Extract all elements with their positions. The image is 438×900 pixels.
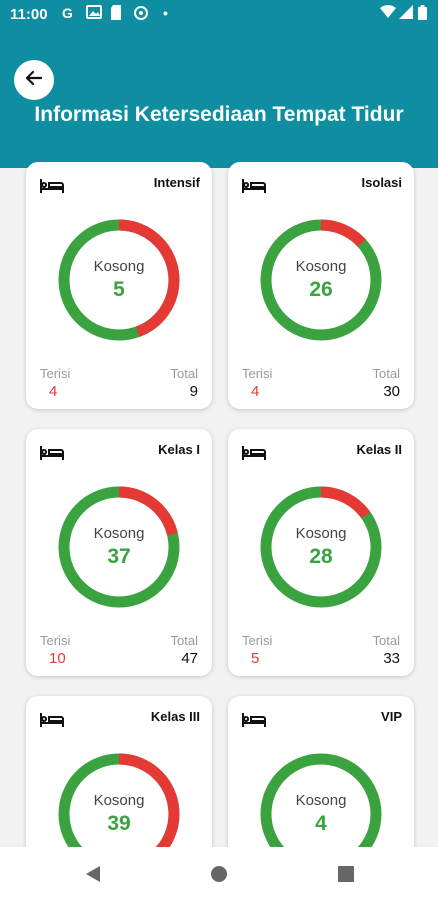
kosong-value: 5: [113, 278, 125, 301]
room-name: Kelas I: [158, 442, 200, 457]
signal-icon: [399, 5, 413, 22]
kosong-value: 4: [315, 812, 327, 835]
room-card-isolasi[interactable]: Isolasi Kosong 26 Terisi 4 Total 30: [228, 162, 414, 409]
total-label: Total: [170, 633, 198, 648]
total-label: Total: [170, 366, 198, 381]
occupancy-donut: Kosong 28: [259, 485, 383, 609]
back-button[interactable]: [14, 60, 54, 100]
room-card-kelas-ii[interactable]: Kelas II Kosong 28 Terisi 5 Total 33: [228, 429, 414, 676]
image-icon: [86, 5, 102, 22]
arrow-left-icon: [24, 68, 44, 93]
dot-icon: •: [163, 5, 168, 21]
kosong-value: 39: [107, 812, 131, 835]
donut-ring: [58, 753, 180, 847]
kosong-label: Kosong: [93, 525, 145, 542]
bed-icon: [242, 445, 266, 461]
room-name: Intensif: [153, 175, 200, 190]
donut-ring: [58, 486, 180, 608]
total-value: 9: [189, 383, 198, 400]
battery-icon: [418, 5, 427, 23]
bed-icon: [242, 178, 266, 194]
system-navigation-bar: [0, 847, 438, 900]
bed-icon: [242, 712, 266, 728]
wifi-icon: [380, 5, 396, 22]
room-name: Kelas III: [150, 709, 200, 724]
room-card-vip[interactable]: VIP Kosong 4: [228, 696, 414, 847]
sim-card-icon: [110, 5, 122, 23]
total-label: Total: [372, 366, 400, 381]
donut-ring: [260, 486, 382, 608]
data-saver-icon: [133, 5, 149, 24]
bed-icon: [40, 178, 64, 194]
room-name: VIP: [381, 709, 402, 724]
google-icon: G: [62, 5, 73, 21]
room-cards-grid: Intensif Kosong 5 Terisi 4 Total 9 Isola…: [0, 162, 438, 847]
donut-ring: [58, 219, 180, 341]
home-circle-icon[interactable]: [208, 863, 230, 885]
terisi-label: Terisi: [40, 633, 71, 648]
recents-square-icon[interactable]: [335, 863, 357, 885]
occupancy-donut: Kosong 37: [57, 485, 181, 609]
room-card-kelas-iii[interactable]: Kelas III Kosong 39: [26, 696, 212, 847]
kosong-label: Kosong: [93, 792, 145, 809]
donut-ring: [260, 753, 382, 847]
room-card-kelas-i[interactable]: Kelas I Kosong 37 Terisi 10 Total 47: [26, 429, 212, 676]
occupancy-donut: Kosong 4: [259, 752, 383, 847]
kosong-label: Kosong: [295, 525, 347, 542]
terisi-value: 10: [49, 650, 66, 667]
total-value: 30: [383, 383, 400, 400]
total-value: 47: [181, 650, 198, 667]
donut-ring: [260, 219, 382, 341]
terisi-label: Terisi: [40, 366, 71, 381]
total-value: 33: [383, 650, 400, 667]
terisi-label: Terisi: [242, 633, 273, 648]
status-bar: 11:00 G •: [0, 0, 438, 30]
kosong-label: Kosong: [295, 792, 347, 809]
kosong-label: Kosong: [295, 258, 347, 275]
occupancy-donut: Kosong 39: [57, 752, 181, 847]
room-card-intensif[interactable]: Intensif Kosong 5 Terisi 4 Total 9: [26, 162, 212, 409]
occupancy-donut: Kosong 5: [57, 218, 181, 342]
terisi-value: 4: [49, 383, 58, 400]
kosong-value: 37: [107, 545, 131, 568]
total-label: Total: [372, 633, 400, 648]
terisi-label: Terisi: [242, 366, 273, 381]
kosong-label: Kosong: [93, 258, 145, 275]
bed-icon: [40, 712, 64, 728]
room-name: Isolasi: [361, 175, 402, 190]
room-name: Kelas II: [356, 442, 402, 457]
kosong-value: 26: [309, 278, 333, 301]
occupancy-donut: Kosong 26: [259, 218, 383, 342]
terisi-value: 5: [251, 650, 260, 667]
back-triangle-icon[interactable]: [82, 863, 104, 885]
status-time: 11:00: [10, 6, 48, 23]
terisi-value: 4: [251, 383, 260, 400]
kosong-value: 28: [309, 545, 333, 568]
bed-icon: [40, 445, 64, 461]
page-title: Informasi Ketersediaan Tempat Tidur: [34, 103, 404, 126]
app-header: 11:00 G • Informasi Ketersediaan Tempat …: [0, 0, 438, 168]
